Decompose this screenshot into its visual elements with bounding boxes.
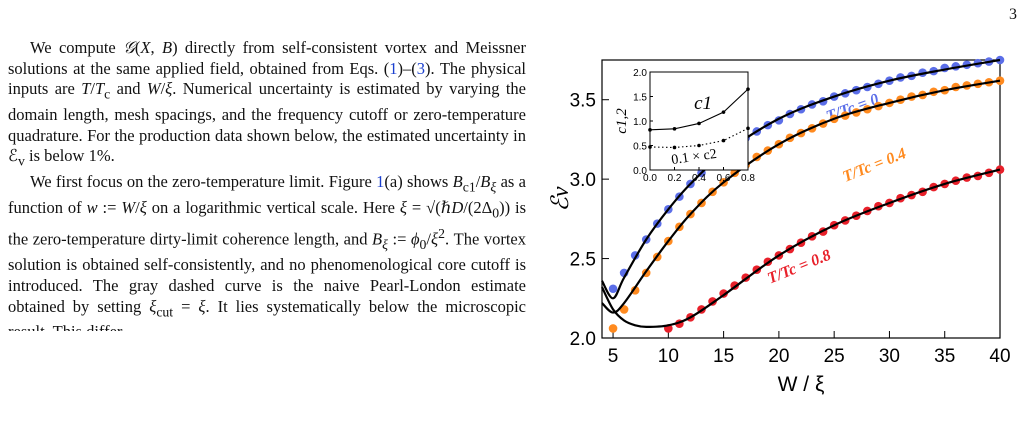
inset-x-tick-label: 0.6 xyxy=(717,173,731,184)
inset-data-point xyxy=(672,145,677,150)
inset-data-point xyxy=(697,121,701,126)
y-tick-label: 3.0 xyxy=(570,170,596,191)
eq-ref-1[interactable]: 1 xyxy=(389,58,398,78)
inset-y-tick-label: 2.0 xyxy=(633,68,647,79)
inset-x-tick-label: 0.4 xyxy=(692,173,706,184)
inset-data-point xyxy=(648,128,652,132)
inset-y-tick-label: 0.5 xyxy=(633,142,647,153)
inset-data-point xyxy=(648,145,652,149)
main-chart-svg: 5 10 15 20 25 30 35 40 2.0 2.5 3.0 3.5 W / ξ ℰv T/Tc =… xyxy=(548,55,1011,396)
inset-data-point xyxy=(721,138,726,143)
inset-data-point xyxy=(697,143,701,148)
plot-frame xyxy=(601,59,1001,339)
inset-x-tick-label: 0.0 xyxy=(643,173,657,184)
body-text-column: We compute 𝒢(X, B) directly from self-co… xyxy=(8,38,526,343)
data-point xyxy=(995,76,1005,85)
inset-y-tick-label: 1.5 xyxy=(633,93,647,104)
x-tick-label: 30 xyxy=(879,346,900,367)
data-point xyxy=(995,55,1005,65)
paragraph-zero-temperature: We first focus on the zero-temperature l… xyxy=(8,172,527,341)
inset-y-tick-label: 1.0 xyxy=(633,117,647,128)
series-label: T/Tc = 0.8 xyxy=(765,247,833,288)
x-tick-label: 5 xyxy=(608,346,619,367)
y-axis-label: ℰv xyxy=(548,186,574,212)
inset-series-label: 0.1 × c2 xyxy=(671,147,718,168)
inset-data-point xyxy=(746,126,750,131)
inset-data-point xyxy=(672,127,677,131)
x-tick-label: 35 xyxy=(934,346,955,367)
inset-y-tick-label: 0.0 xyxy=(633,166,647,177)
inset-x-tick-label: 0.8 xyxy=(741,173,755,184)
data-point xyxy=(995,165,1005,174)
series-label: T/Tc = 0.4 xyxy=(840,145,908,186)
inset-x-tick-label: 0.2 xyxy=(668,173,682,184)
x-tick-label: 10 xyxy=(658,346,679,367)
data-point xyxy=(608,324,618,333)
inset-data-point xyxy=(721,110,726,114)
figure-ref-1a[interactable]: 1 xyxy=(376,172,385,192)
x-tick-label: 40 xyxy=(989,346,1010,367)
inset-series-label: c1 xyxy=(694,93,712,114)
figure-ev-vs-width: 5 10 15 20 25 30 35 40 2.0 2.5 3.0 3.5 W / ξ ℰv T/Tc =… xyxy=(548,50,1023,436)
eq-ref-3[interactable]: 3 xyxy=(416,58,426,78)
y-tick-label: 2.5 xyxy=(570,250,596,271)
x-axis-label: W / ξ xyxy=(778,373,825,396)
x-tick-label: 15 xyxy=(713,346,734,367)
page-cutoff-mask xyxy=(8,331,526,343)
x-tick-label: 20 xyxy=(768,346,789,367)
data-point xyxy=(608,284,618,294)
inset-frame xyxy=(649,71,749,171)
fit-curve xyxy=(601,168,1001,328)
inset-data-point xyxy=(746,87,750,91)
y-tick-label: 2.0 xyxy=(570,329,596,350)
inset-y-axis-label: c1,2 xyxy=(614,108,630,134)
paragraph-method: We compute 𝒢(X, B) directly from self-co… xyxy=(8,38,527,169)
y-tick-label: 3.5 xyxy=(570,91,596,112)
x-tick-label: 25 xyxy=(824,346,845,367)
fit-curve xyxy=(601,79,1001,314)
page-number: 3 xyxy=(1009,6,1017,23)
